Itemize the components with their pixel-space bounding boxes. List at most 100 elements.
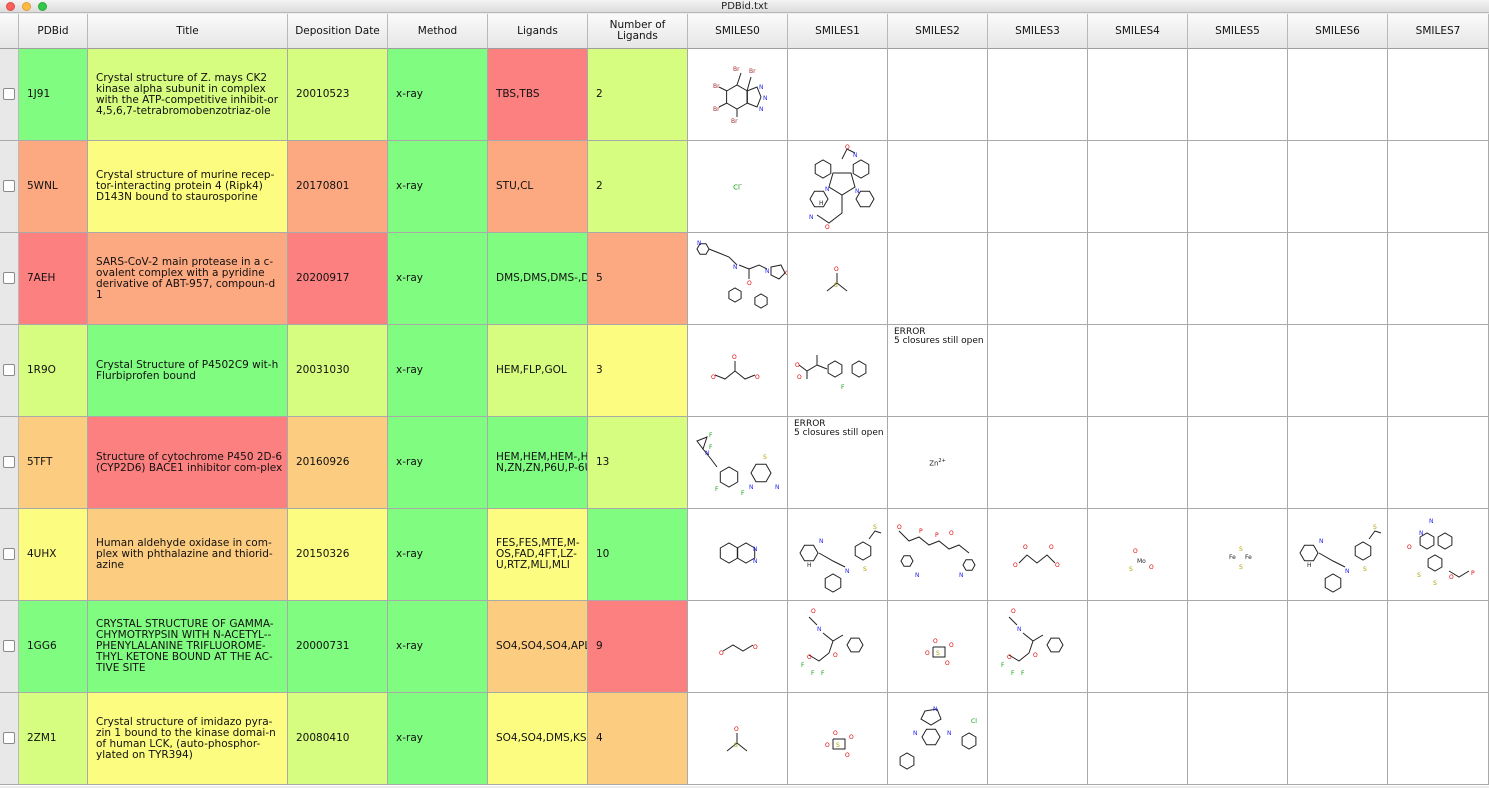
cell-nlig[interactable]: 13 bbox=[588, 417, 688, 509]
cell-smiles6[interactable]: N N S S H bbox=[1288, 509, 1388, 601]
cell-smiles2[interactable] bbox=[888, 233, 988, 325]
column-header-s2[interactable]: SMILES2 bbox=[888, 14, 988, 49]
row-checkbox[interactable] bbox=[3, 88, 15, 100]
cell-title[interactable]: Human aldehyde oxidase in com-plex with … bbox=[88, 509, 288, 601]
cell-smiles7[interactable] bbox=[1388, 325, 1489, 417]
cell-smiles2[interactable]: ERROR 5 closures still open bbox=[888, 325, 988, 417]
cell-smiles2[interactable]: Zn2+ bbox=[888, 417, 988, 509]
cell-date[interactable]: 20170801 bbox=[288, 141, 388, 233]
cell-smiles1[interactable]: N N S S H bbox=[788, 509, 888, 601]
cell-pdbid[interactable]: 2ZM1 bbox=[19, 693, 88, 785]
minimize-window-button[interactable] bbox=[22, 2, 31, 11]
cell-title[interactable]: Structure of cytochrome P450 2D-6 (CYP2D… bbox=[88, 417, 288, 509]
cell-smiles6[interactable] bbox=[1288, 417, 1388, 509]
cell-smiles6[interactable] bbox=[1288, 49, 1388, 141]
cell-smiles7[interactable] bbox=[1388, 233, 1489, 325]
cell-method[interactable]: x-ray bbox=[388, 325, 488, 417]
cell-title[interactable]: Crystal Structure of P4502C9 wit-h Flurb… bbox=[88, 325, 288, 417]
cell-date[interactable]: 20031030 bbox=[288, 325, 388, 417]
column-header-s1[interactable]: SMILES1 bbox=[788, 14, 888, 49]
cell-smiles6[interactable] bbox=[1288, 325, 1388, 417]
cell-smiles5[interactable] bbox=[1188, 233, 1288, 325]
cell-date[interactable]: 20080410 bbox=[288, 693, 388, 785]
cell-date[interactable]: 20200917 bbox=[288, 233, 388, 325]
cell-smiles2[interactable]: N N N Cl bbox=[888, 693, 988, 785]
cell-date[interactable]: 20010523 bbox=[288, 49, 388, 141]
cell-ligands[interactable]: FES,FES,MTE,M-OS,FAD,4FT,LZ-U,RTZ,MLI,ML… bbox=[488, 509, 588, 601]
cell-pdbid[interactable]: 1R9O bbox=[19, 325, 88, 417]
cell-smiles4[interactable] bbox=[1088, 49, 1188, 141]
cell-pdbid[interactable]: 4UHX bbox=[19, 509, 88, 601]
column-header-s4[interactable]: SMILES4 bbox=[1088, 14, 1188, 49]
title-bar[interactable]: PDBid.txt bbox=[0, 0, 1489, 13]
cell-smiles7[interactable] bbox=[1388, 693, 1489, 785]
row-checkbox[interactable] bbox=[3, 456, 15, 468]
row-checkbox[interactable] bbox=[3, 640, 15, 652]
cell-smiles4[interactable]: O Mo S O bbox=[1088, 509, 1188, 601]
row-select-3[interactable] bbox=[0, 325, 19, 417]
column-header-title[interactable]: Title bbox=[88, 14, 288, 49]
cell-smiles5[interactable] bbox=[1188, 49, 1288, 141]
cell-method[interactable]: x-ray bbox=[388, 233, 488, 325]
row-checkbox[interactable] bbox=[3, 364, 15, 376]
column-header-s7[interactable]: SMILES7 bbox=[1388, 14, 1489, 49]
cell-smiles4[interactable] bbox=[1088, 601, 1188, 693]
cell-nlig[interactable]: 2 bbox=[588, 141, 688, 233]
cell-smiles7[interactable] bbox=[1388, 49, 1489, 141]
row-checkbox[interactable] bbox=[3, 272, 15, 284]
cell-method[interactable]: x-ray bbox=[388, 49, 488, 141]
cell-method[interactable]: x-ray bbox=[388, 417, 488, 509]
cell-smiles3[interactable] bbox=[988, 417, 1088, 509]
cell-smiles1[interactable] bbox=[788, 49, 888, 141]
cell-smiles0[interactable]: O O O bbox=[688, 325, 788, 417]
row-checkbox[interactable] bbox=[3, 732, 15, 744]
cell-nlig[interactable]: 2 bbox=[588, 49, 688, 141]
cell-smiles5[interactable] bbox=[1188, 693, 1288, 785]
cell-smiles0[interactable]: N O N O N bbox=[688, 233, 788, 325]
column-header-pdbid[interactable]: PDBid bbox=[19, 14, 88, 49]
cell-smiles7[interactable] bbox=[1388, 141, 1489, 233]
cell-date[interactable]: 20160926 bbox=[288, 417, 388, 509]
row-select-4[interactable] bbox=[0, 417, 19, 509]
cell-method[interactable]: x-ray bbox=[388, 141, 488, 233]
close-window-button[interactable] bbox=[6, 2, 15, 11]
row-select-1[interactable] bbox=[0, 141, 19, 233]
cell-ligands[interactable]: TBS,TBS bbox=[488, 49, 588, 141]
cell-title[interactable]: Crystal structure of murine recep-tor-in… bbox=[88, 141, 288, 233]
cell-smiles6[interactable] bbox=[1288, 141, 1388, 233]
row-checkbox[interactable] bbox=[3, 180, 15, 192]
cell-smiles2[interactable] bbox=[888, 141, 988, 233]
cell-smiles6[interactable] bbox=[1288, 233, 1388, 325]
column-header-method[interactable]: Method bbox=[388, 14, 488, 49]
cell-smiles3[interactable] bbox=[988, 325, 1088, 417]
cell-title[interactable]: Crystal structure of imidazo pyra-zin 1 … bbox=[88, 693, 288, 785]
cell-ligands[interactable]: DMS,DMS,DMS-,DMS,R8H bbox=[488, 233, 588, 325]
column-header-s3[interactable]: SMILES3 bbox=[988, 14, 1088, 49]
row-select-6[interactable] bbox=[0, 601, 19, 693]
cell-smiles3[interactable] bbox=[988, 49, 1088, 141]
cell-smiles7[interactable] bbox=[1388, 417, 1489, 509]
cell-smiles4[interactable] bbox=[1088, 233, 1188, 325]
cell-smiles4[interactable] bbox=[1088, 325, 1188, 417]
cell-smiles6[interactable] bbox=[1288, 693, 1388, 785]
row-select-2[interactable] bbox=[0, 233, 19, 325]
cell-pdbid[interactable]: 1J91 bbox=[19, 49, 88, 141]
zoom-window-button[interactable] bbox=[38, 2, 47, 11]
cell-ligands[interactable]: HEM,FLP,GOL bbox=[488, 325, 588, 417]
row-checkbox[interactable] bbox=[3, 548, 15, 560]
cell-title[interactable]: SARS-CoV-2 main protease in a c-ovalent … bbox=[88, 233, 288, 325]
data-table[interactable]: PDBid Title Deposition Date Method Ligands Nu… bbox=[0, 14, 1489, 786]
cell-title[interactable]: CRYSTAL STRUCTURE OF GAMMA- CHYMOTRYPSIN… bbox=[88, 601, 288, 693]
cell-nlig[interactable]: 9 bbox=[588, 601, 688, 693]
column-header-ligands[interactable]: Ligands bbox=[488, 14, 588, 49]
cell-nlig[interactable]: 3 bbox=[588, 325, 688, 417]
cell-ligands[interactable]: HEM,HEM,HEM-,HEM,ZN,ZN,Z-N,ZN,ZN,P6U,P-6… bbox=[488, 417, 588, 509]
